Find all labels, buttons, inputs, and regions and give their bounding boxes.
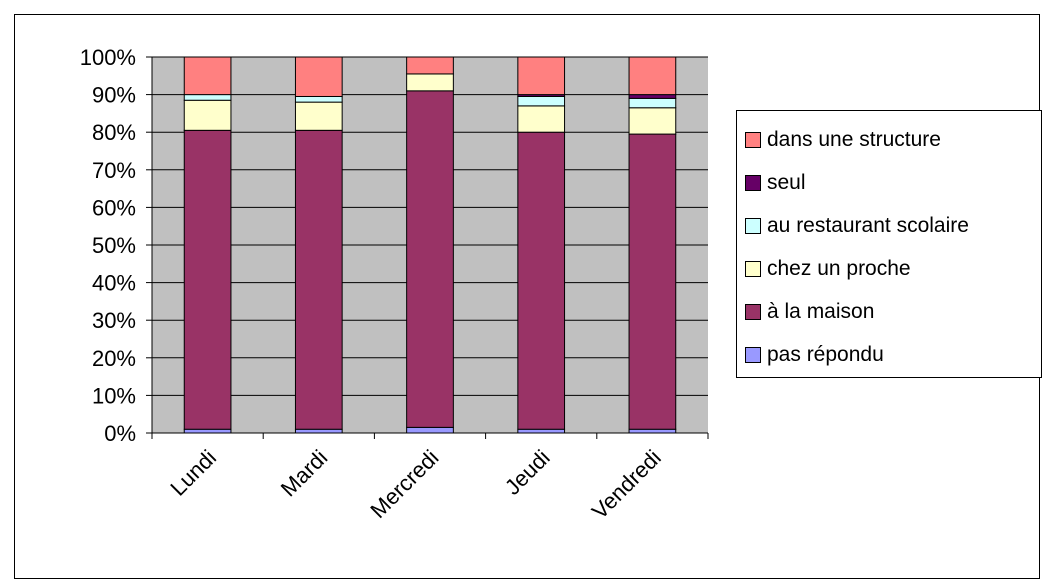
y-tick-label: 40% xyxy=(92,271,136,296)
legend-swatch xyxy=(745,218,761,234)
legend-label: à la maison xyxy=(767,300,875,323)
bar-segment xyxy=(294,101,343,131)
legend-swatch xyxy=(745,132,761,148)
legend-label: pas répondu xyxy=(767,343,884,366)
bar-segment xyxy=(406,90,454,428)
bar-segment xyxy=(294,56,343,97)
legend-label: chez un proche xyxy=(767,257,911,280)
bar-segment xyxy=(517,131,566,430)
legend-item: à la maison xyxy=(745,297,874,327)
x-tick-label: Lundi xyxy=(165,445,221,501)
bar-segment xyxy=(628,133,677,430)
bar-segment xyxy=(628,428,677,434)
bar-segment xyxy=(406,73,454,92)
x-tick-label: Mercredi xyxy=(365,445,443,523)
chart-legend: dans une structure seul au restaurant scol… xyxy=(736,110,1042,378)
y-tick-label: 0% xyxy=(104,421,136,446)
legend-swatch xyxy=(745,347,761,363)
y-tick-label: 10% xyxy=(92,383,136,408)
bar-segment xyxy=(406,426,454,434)
bar-segment xyxy=(628,97,677,109)
bar-segment xyxy=(183,99,232,131)
legend-label: seul xyxy=(767,171,806,194)
bar-segment xyxy=(628,107,677,135)
y-tick-label: 50% xyxy=(92,233,136,258)
legend-label: au restaurant scolaire xyxy=(767,214,969,237)
x-tick-label: Jeudi xyxy=(500,445,555,500)
legend-label: dans une structure xyxy=(767,128,941,151)
y-tick-label: 30% xyxy=(92,308,136,333)
bar-segment xyxy=(183,129,232,430)
y-tick-label: 80% xyxy=(92,120,136,145)
bar-segment xyxy=(628,94,677,99)
y-tick-label: 70% xyxy=(92,158,136,183)
legend-item: chez un proche xyxy=(745,254,911,284)
y-tick-label: 60% xyxy=(92,195,136,220)
bar-segment xyxy=(183,428,232,434)
y-tick-label: 100% xyxy=(80,45,136,70)
legend-swatch xyxy=(745,261,761,277)
bar-segment xyxy=(294,95,343,103)
y-tick-label: 20% xyxy=(92,346,136,371)
x-tick-label: Mardi xyxy=(276,445,333,502)
x-tick-label: Vendredi xyxy=(587,445,666,524)
legend-item: au restaurant scolaire xyxy=(745,211,969,241)
bar-segment xyxy=(517,95,566,107)
bar-segment xyxy=(517,428,566,434)
bar-segment xyxy=(517,105,566,133)
bar-segment xyxy=(628,56,677,96)
bar-segment xyxy=(517,56,566,96)
legend-item: seul xyxy=(745,168,806,198)
legend-item: dans une structure xyxy=(745,125,941,155)
bar-segment xyxy=(183,94,232,101)
legend-item: pas répondu xyxy=(745,340,884,370)
legend-swatch xyxy=(745,304,761,320)
bar-segment xyxy=(294,428,343,434)
legend-swatch xyxy=(745,175,761,191)
bar-segment xyxy=(183,56,232,96)
bar-segment xyxy=(294,129,343,430)
bar-segment xyxy=(406,56,454,75)
y-tick-label: 90% xyxy=(92,83,136,108)
